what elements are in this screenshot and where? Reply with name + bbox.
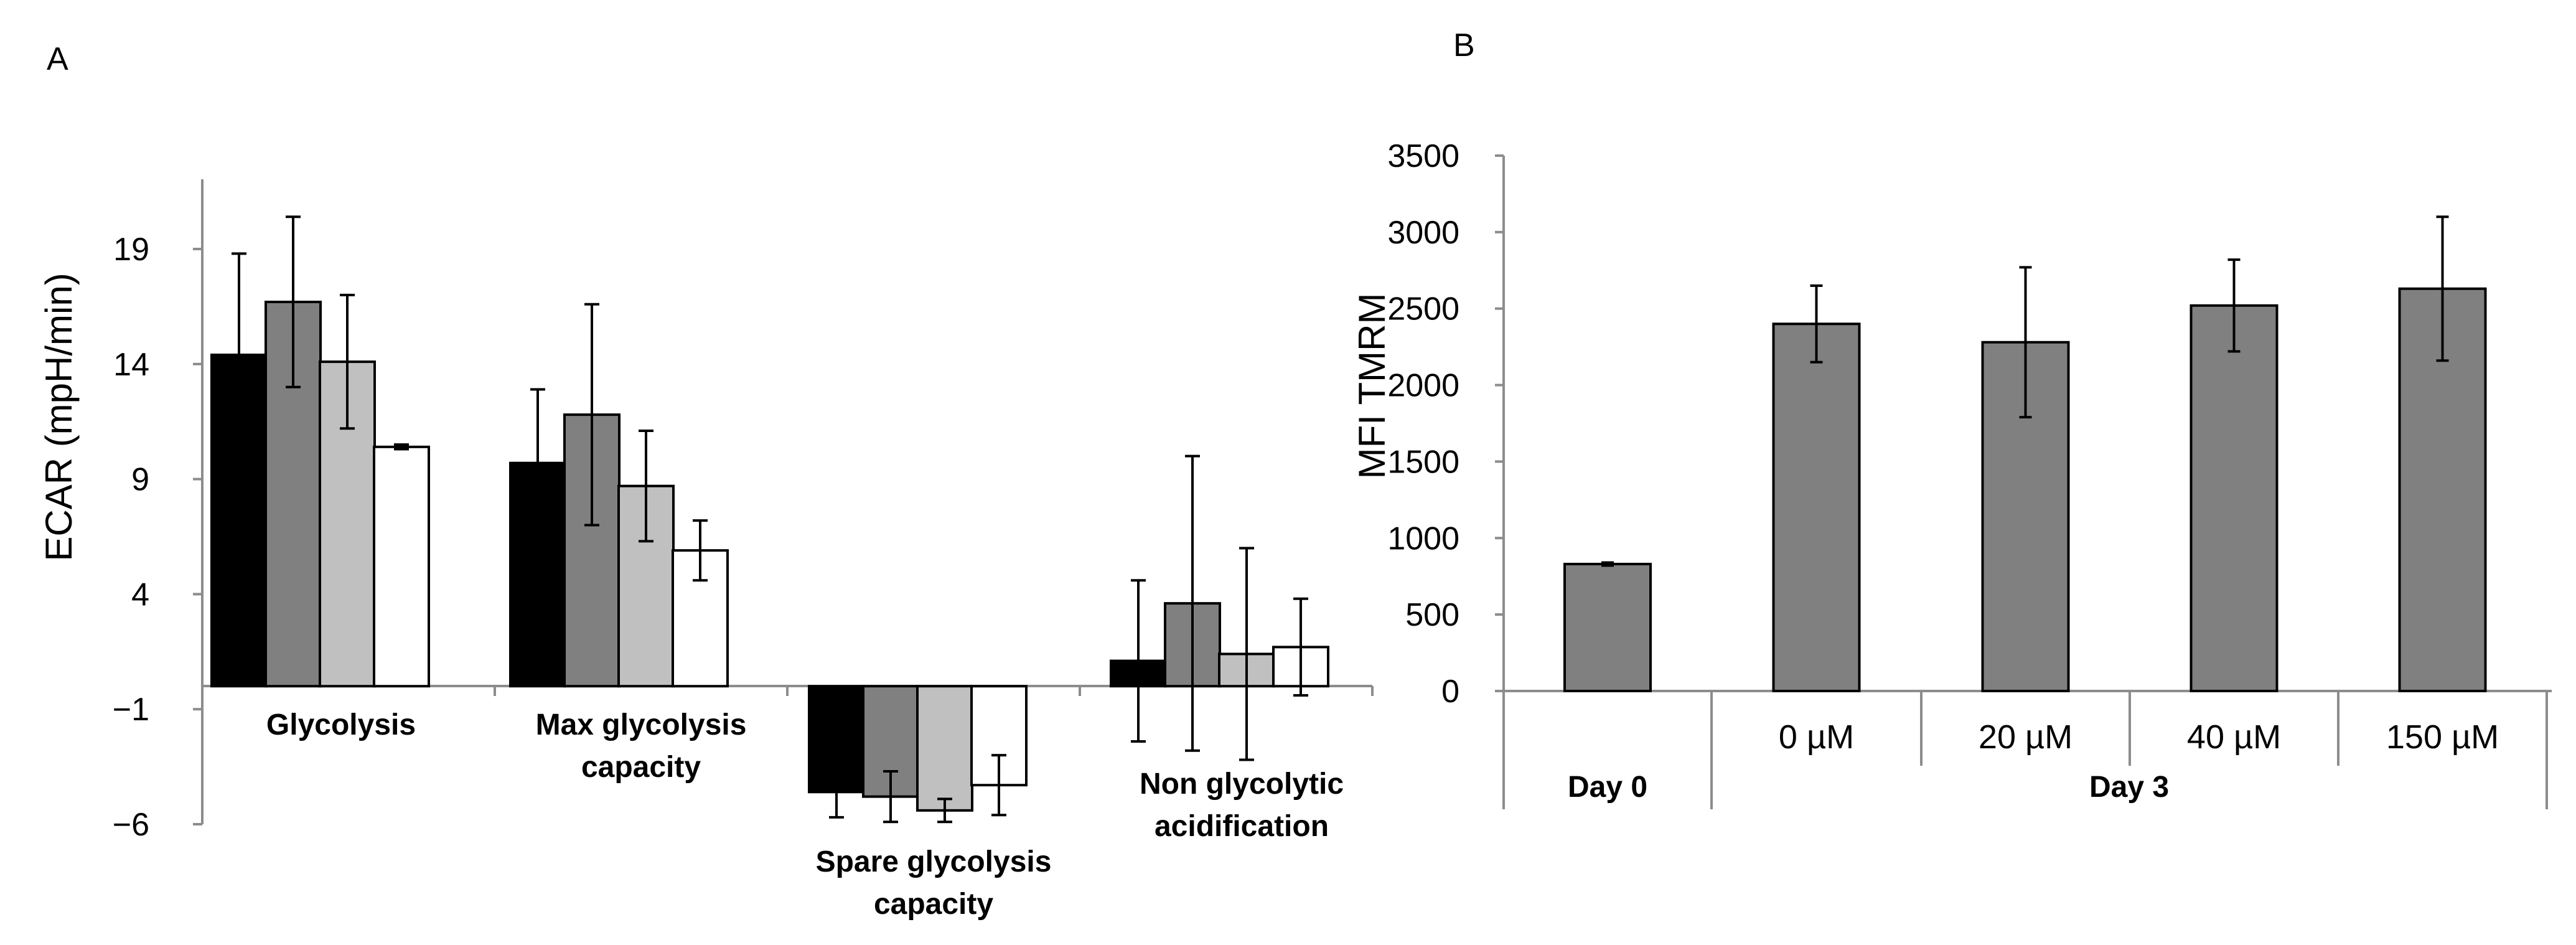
panel-a-y-tick-label: 14 <box>113 347 149 383</box>
panel-a-bar-3-cat-3 <box>916 685 973 812</box>
panel-b-y-tick-label: 3000 <box>1387 215 1459 251</box>
panel-b-error-bar-4 <box>2227 258 2241 353</box>
panel-a-bar-4-cat-3 <box>970 685 1028 787</box>
panel-a-error-bar-3-cat-2 <box>639 429 653 543</box>
panel-b-y-tick-label: 1000 <box>1387 520 1459 557</box>
panel-a-label: A <box>47 41 68 77</box>
panel-a-y-tick-label: 9 <box>131 462 149 498</box>
panel-b-label: B <box>1453 27 1475 63</box>
panel-b-category-label: 40 µM <box>2187 718 2281 756</box>
panel-b-category-label: 20 µM <box>1979 718 2073 756</box>
panel-a-y-tick-label: 4 <box>131 576 149 613</box>
panel-a-error-bar-2-cat-4 <box>1185 454 1200 752</box>
panel-b: B MFI TMRM 3500 3000 2500 2000 1500 1000 500 0 … <box>1351 27 2552 809</box>
panel-a-error-bar-1-cat-3 <box>829 765 844 819</box>
panel-a-y-axis-label: ECAR (mpH/min) <box>38 273 80 561</box>
panel-a-category-label: Non glycolytic <box>1140 768 1344 801</box>
panel-b-y-tick-label: 500 <box>1405 597 1459 633</box>
panel-a-category-label: Glycolysis <box>266 708 416 741</box>
panel-b-bar-1 <box>1563 563 1652 692</box>
panel-b-error-bar-5 <box>2436 215 2449 362</box>
panel-a-error-bar-1-cat-1 <box>232 252 246 458</box>
panel-a-error-bar-1-cat-2 <box>530 388 545 538</box>
panel-a-category-label: capacity <box>874 888 993 921</box>
panel-a-error-bar-4-cat-1 <box>394 443 409 451</box>
panel-b-error-bar-3 <box>2019 266 2032 419</box>
panel-b-y-tick-label: 2500 <box>1387 291 1459 327</box>
panel-a-y-tick-label: −6 <box>113 807 149 843</box>
panel-b-y-axis-label: MFI TMRM <box>1351 293 1393 479</box>
panel-a-error-bar-3-cat-4 <box>1239 547 1254 761</box>
panel-a: A ECAR (mpH/min) 19 14 9 4 −1 −6 Glycolysis Ma… <box>38 41 1374 921</box>
panel-a-error-bar-4-cat-3 <box>991 754 1006 817</box>
panel-a-bar-4-cat-2 <box>672 549 729 688</box>
panel-b-bar-2 <box>1772 322 1861 692</box>
panel-b-group-label: Day 0 <box>1568 771 1647 804</box>
panel-a-error-bar-2-cat-2 <box>584 303 599 527</box>
panel-b-y-tick-label: 0 <box>1441 674 1459 710</box>
panel-a-error-bar-3-cat-1 <box>340 293 355 430</box>
panel-b-bar-4 <box>2190 304 2279 692</box>
panel-b-category-label: 0 µM <box>1779 718 1854 756</box>
panel-a-y-tick-label: −1 <box>113 692 149 728</box>
panel-a-error-bar-3-cat-3 <box>937 797 952 824</box>
panel-a-error-bar-2-cat-3 <box>883 769 898 824</box>
panel-a-category-label: Max glycolysis <box>536 708 747 741</box>
panel-b-error-bar-1 <box>1601 561 1614 567</box>
panel-a-error-bar-4-cat-2 <box>693 519 708 582</box>
panel-a-error-bar-1-cat-4 <box>1131 579 1146 743</box>
panel-b-y-tick-label: 1500 <box>1387 444 1459 480</box>
panel-a-error-bar-4-cat-4 <box>1293 597 1308 697</box>
panel-a-error-bar-2-cat-1 <box>286 215 301 388</box>
panel-a-category-label: acidification <box>1155 810 1329 843</box>
panel-b-category-label: 150 µM <box>2386 718 2499 756</box>
panel-b-y-tick-label: 2000 <box>1387 368 1459 404</box>
panel-a-category-label: capacity <box>581 751 701 784</box>
panel-b-error-bar-2 <box>1810 284 1823 364</box>
panel-b-group-label: Day 3 <box>2089 771 2169 804</box>
panel-a-category-label: Spare glycolysis <box>816 845 1052 878</box>
panel-b-y-tick-label: 3500 <box>1387 138 1459 174</box>
panel-a-y-tick-label: 19 <box>113 232 149 268</box>
panel-a-bar-4-cat-1 <box>373 445 430 688</box>
